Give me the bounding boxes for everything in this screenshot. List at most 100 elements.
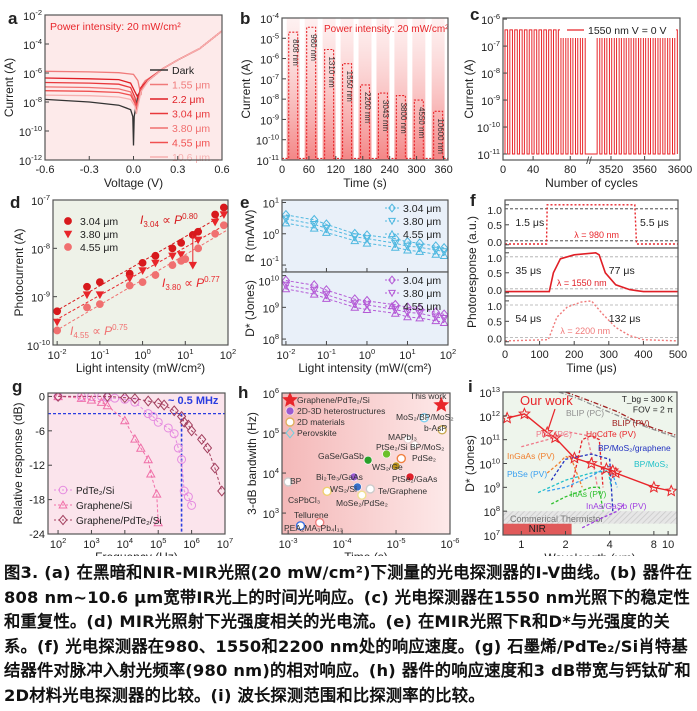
point-label: PdSe₂ bbox=[412, 453, 436, 463]
data-point bbox=[403, 308, 412, 317]
our-work-marker bbox=[567, 451, 581, 464]
data-point bbox=[309, 286, 319, 295]
x-tick-label: 100 bbox=[530, 349, 548, 361]
reference-curve bbox=[570, 434, 604, 488]
panel-e-top: 10-1 100 101 R (mA/W) 3.04 μm3.80 μm4.55 μm bbox=[243, 195, 449, 273]
illumination-band bbox=[358, 18, 372, 160]
data-point bbox=[102, 400, 113, 410]
data-point bbox=[415, 243, 425, 252]
photoresponse-trace bbox=[505, 251, 678, 293]
data-point bbox=[153, 417, 163, 427]
data-point bbox=[95, 300, 104, 309]
plot-frame bbox=[47, 392, 226, 535]
series-line bbox=[285, 288, 445, 324]
wavelength-label: 4550 nm bbox=[417, 107, 426, 138]
data-point bbox=[130, 393, 140, 405]
y-tick-label: 0 bbox=[39, 391, 45, 403]
data-point bbox=[138, 278, 147, 287]
point-label: Te/Graphene bbox=[378, 486, 427, 496]
x-tick-label: 3600 bbox=[668, 164, 692, 176]
illumination-band bbox=[340, 18, 354, 160]
our-work-marker bbox=[599, 461, 613, 475]
y-axis-label: D* (Jones) bbox=[243, 280, 257, 337]
data-point bbox=[143, 395, 153, 407]
data-point bbox=[309, 280, 319, 291]
panel-f-trace: 0.0 0.5 1.0 35 μs 77 μsλ = 1550 nm bbox=[487, 247, 679, 297]
data-point bbox=[362, 304, 372, 313]
plot-frame bbox=[44, 14, 223, 161]
data-point bbox=[285, 417, 295, 427]
y-tick-label: 101 bbox=[263, 195, 279, 210]
axis-break: // bbox=[586, 156, 592, 167]
legend-label: 2D-3D heterostructures bbox=[297, 406, 385, 416]
this-work-marker bbox=[282, 391, 298, 407]
data-point bbox=[415, 309, 425, 318]
y-axis-label: R (mA/W) bbox=[243, 210, 257, 263]
data-point bbox=[415, 313, 425, 322]
x-tick-label: 8 bbox=[651, 539, 657, 551]
panel-d: 10-2 10-1 100 101 102 10-10 10-9 10-8 10-7 Light … bbox=[12, 193, 236, 375]
data-point bbox=[181, 255, 190, 263]
y-tick-label: 107 bbox=[484, 528, 500, 543]
data-point bbox=[282, 284, 291, 293]
wavelength-label: 3800 nm bbox=[399, 103, 408, 134]
x-tick-label: 500 bbox=[669, 349, 687, 361]
data-point bbox=[194, 244, 203, 253]
plot-frame bbox=[281, 271, 449, 346]
band-label: Commerical Thermistor bbox=[510, 514, 603, 524]
data-point bbox=[211, 210, 220, 219]
point-label: PtSe₂/GaAs bbox=[392, 474, 437, 484]
y-tick-label: 10-1 bbox=[260, 254, 279, 269]
legend-marker bbox=[58, 500, 68, 509]
y-tick-label: 10-7 bbox=[481, 39, 500, 54]
y-tick-label: 109 bbox=[263, 300, 279, 315]
legend-label: 4.55 μm bbox=[80, 242, 118, 254]
fall-time-label: 132 μs bbox=[609, 313, 641, 325]
x-tick-label: 2 bbox=[562, 539, 568, 551]
data-point bbox=[357, 490, 367, 500]
y-tick-label: 10-6 bbox=[23, 66, 42, 81]
plot-frame bbox=[281, 392, 451, 535]
illumination-band bbox=[304, 18, 318, 160]
x-tick-label: 10-4 bbox=[333, 536, 352, 551]
point-label: WS₂/Ge bbox=[372, 462, 403, 472]
y-tick-label: 10-10 bbox=[27, 338, 50, 353]
data-point bbox=[187, 500, 197, 510]
y-tick-label: 1012 bbox=[479, 409, 500, 424]
power-intensity-label: Power intensity: 20 mW/cm² bbox=[50, 21, 181, 33]
y-tick-label: 10-4 bbox=[260, 11, 279, 26]
legend-label: PdTe₂/Si bbox=[76, 486, 114, 497]
legend-label: 3.80 μm bbox=[403, 216, 441, 228]
x-tick-label: 200 bbox=[565, 349, 583, 361]
x-tick-label: 400 bbox=[634, 349, 652, 361]
legend-label: 3.04 μm bbox=[403, 275, 441, 287]
condition-label: T_bg = 300 K bbox=[622, 394, 674, 404]
data-point bbox=[177, 238, 186, 247]
data-point bbox=[186, 425, 197, 437]
x-tick-label: 240 bbox=[380, 164, 398, 176]
data-point bbox=[169, 405, 179, 417]
data-point bbox=[382, 449, 391, 459]
data-point bbox=[169, 429, 179, 439]
y-tick-label: 0.5 bbox=[487, 268, 502, 280]
x-axis-label: Voltage (V) bbox=[104, 176, 163, 190]
x-tick-label: 0 bbox=[502, 349, 508, 361]
y-tick-label: 106 bbox=[263, 386, 279, 401]
data-point bbox=[173, 443, 183, 453]
x-axis-label: Frequency (Hz) bbox=[95, 550, 178, 556]
y-axis-label: Current (A) bbox=[2, 58, 16, 117]
x-tick-label: 102 bbox=[440, 347, 456, 362]
point-label: PtSe₂/Si BP/MoS₂ bbox=[376, 442, 445, 452]
y-tick-label: 10-7 bbox=[260, 72, 279, 87]
data-point bbox=[321, 291, 331, 300]
legend-label: 2D materials bbox=[297, 417, 345, 427]
y-tick-label: -6 bbox=[35, 426, 45, 438]
legend-label: 3.80 μm bbox=[403, 288, 441, 300]
plot-area bbox=[505, 251, 678, 293]
data-point bbox=[83, 303, 91, 312]
reference-curve bbox=[581, 503, 625, 529]
y-tick-label: 0.0 bbox=[487, 285, 502, 297]
point-label: MoS₂/BP/MoS₂ bbox=[396, 412, 454, 422]
data-point bbox=[350, 236, 360, 245]
wavelength-label: 3043 nm bbox=[381, 100, 390, 131]
